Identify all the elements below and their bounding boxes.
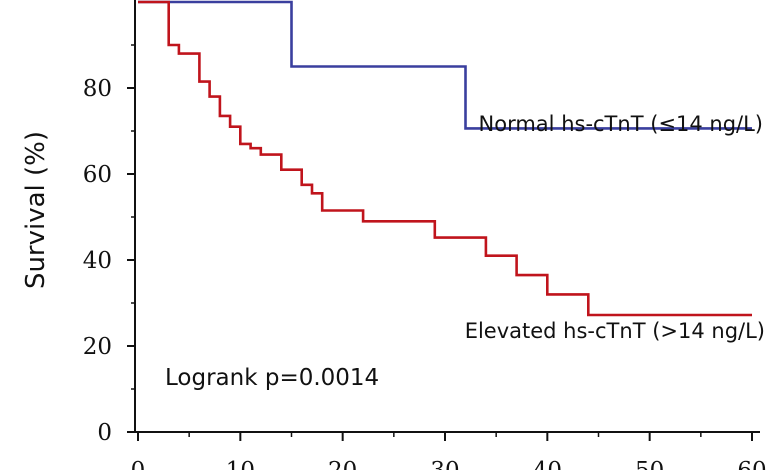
- logrank-annotation: Logrank p=0.0014: [165, 365, 379, 391]
- y-tick-label-0: 0: [97, 420, 112, 446]
- x-tick-label-30: 30: [430, 458, 459, 470]
- elevated-series-line: [138, 0, 752, 317]
- series-layer: [138, 0, 752, 317]
- y-tick-label-80: 80: [83, 76, 112, 102]
- y-tick-label-20: 20: [83, 334, 112, 360]
- normal-series-line: [138, 0, 752, 130]
- elevated-series-label: Elevated hs-cTnT (>14 ng/L): [465, 319, 765, 343]
- y-tick-label-40: 40: [83, 248, 112, 274]
- y-tick-label-60: 60: [83, 162, 112, 188]
- normal-series-label: Normal hs-cTnT (≤14 ng/L): [479, 112, 763, 136]
- x-tick-label-10: 10: [226, 458, 255, 470]
- x-tick-label-60: 60: [737, 458, 766, 470]
- x-tick-label-50: 50: [635, 458, 664, 470]
- x-ticks: 0 10 20 30 40 50 60: [131, 432, 767, 470]
- x-tick-label-40: 40: [533, 458, 562, 470]
- x-tick-label-0: 0: [131, 458, 146, 470]
- y-axis-label: Survival (%): [21, 131, 51, 289]
- axes: [134, 0, 760, 433]
- x-tick-label-20: 20: [328, 458, 357, 470]
- y-ticks: 0 20 40 60 80: [83, 44, 135, 446]
